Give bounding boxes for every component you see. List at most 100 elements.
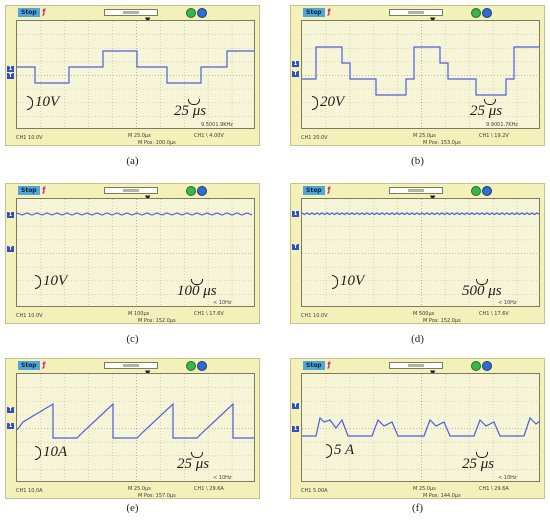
brace-icon <box>35 274 41 289</box>
panel-caption: (b) <box>411 155 424 167</box>
oscilloscope-screen: Stop ƒ ▼ 1 T 10V 100 μs < 10Hz CH1 10.0V… <box>5 183 260 324</box>
voltage-label: 5 A <box>334 442 355 458</box>
settings-icon <box>482 8 492 18</box>
horizontal-position: M Pos: 157.0μs <box>138 493 176 499</box>
oscilloscope-screen: Stop ƒ ▼ 1 T 10V 25 μs 9.5001.9KHz CH1 1… <box>5 5 260 146</box>
voltage-annotation: 5 A <box>326 442 354 459</box>
stop-badge: Stop <box>18 8 40 17</box>
settings-icon <box>197 186 207 196</box>
voltage-annotation: 20V <box>312 94 344 111</box>
run-state-icon: ƒ <box>327 8 331 16</box>
trigger-level-icon: T <box>292 403 299 409</box>
voltage-label: 10V <box>340 273 365 289</box>
brace-icon <box>326 443 332 458</box>
panel-caption: (c) <box>126 333 139 345</box>
frequency-readout: < 10Hz <box>498 300 517 306</box>
time-position-bar <box>104 9 158 16</box>
voltage-label: 10V <box>35 94 60 110</box>
channel-icon <box>186 361 196 371</box>
waveform-screen: 10V 25 μs 9.5001.9KHz <box>16 20 255 129</box>
channel-marker-icon: 1 <box>7 212 14 218</box>
timebase: M 100μs <box>128 311 150 317</box>
waveform-trace <box>17 212 253 216</box>
time-position-bar <box>104 187 158 194</box>
time-brace-icon <box>191 279 203 285</box>
brace-icon <box>332 274 338 289</box>
trigger-readout: CH1 \ 29.6A <box>194 486 224 492</box>
voltage-annotation: 10V <box>332 273 364 290</box>
settings-icon <box>482 361 492 371</box>
channel-scale: CH1 10.0A <box>16 488 43 494</box>
channel-scale: CH1 10.0V <box>16 313 43 319</box>
voltage-annotation: 10A <box>35 444 67 461</box>
waveform-screen: 10V 100 μs < 10Hz <box>16 198 255 307</box>
voltage-annotation: 10V <box>35 273 67 290</box>
waveform-screen: 10A 25 μs < 10Hz <box>16 373 255 482</box>
panel-c: Stop ƒ ▼ 1 T 10V 100 μs < 10Hz CH1 10.0V… <box>5 183 260 348</box>
panel-f: Stop ƒ ▼ 1 T 5 A 25 μs < 10Hz CH1 5.00A … <box>290 358 545 523</box>
waveform-screen: 10V 500 μs < 10Hz <box>301 198 540 307</box>
time-position-bar <box>389 362 443 369</box>
panel-a: Stop ƒ ▼ 1 T 10V 25 μs 9.5001.9KHz CH1 1… <box>5 5 260 170</box>
oscilloscope-screen: Stop ƒ ▼ 1 T 10A 25 μs < 10Hz CH1 10.0A … <box>5 358 260 499</box>
panel-b: Stop ƒ ▼ 1 T 20V 25 μs 9.9001.7KHz CH1 2… <box>290 5 545 170</box>
trigger-readout: CH1 \ 29.6A <box>479 486 509 492</box>
trigger-readout: CH1 \ 17.6V <box>479 311 509 317</box>
panel-caption: (e) <box>126 502 139 514</box>
waveform-plot <box>302 21 539 128</box>
oscilloscope-screen: Stop ƒ ▼ 1 T 10V 500 μs < 10Hz CH1 10.0V… <box>290 183 545 324</box>
time-position-bar <box>389 9 443 16</box>
trigger-level-icon: T <box>7 73 14 79</box>
voltage-label: 10A <box>43 444 68 460</box>
timebase: M 25.0μs <box>413 486 436 492</box>
trigger-readout: CH1 \ 4.00V <box>194 133 224 139</box>
panel-e: Stop ƒ ▼ 1 T 10A 25 μs < 10Hz CH1 10.0A … <box>5 358 260 523</box>
time-brace-icon <box>191 452 203 458</box>
brace-icon <box>27 95 33 110</box>
frequency-readout: 9.5001.9KHz <box>201 122 233 128</box>
grid <box>302 21 539 128</box>
time-brace-icon <box>476 452 488 458</box>
panel-caption: (d) <box>411 333 424 345</box>
waveform-screen: 5 A 25 μs < 10Hz <box>301 373 540 482</box>
timebase: M 25.0μs <box>128 133 151 139</box>
trigger-readout: CH1 \ 17.6V <box>194 311 224 317</box>
waveform-trace <box>302 46 539 96</box>
waveform-trace <box>17 50 254 84</box>
trigger-level-icon: T <box>292 244 299 250</box>
run-state-icon: ƒ <box>327 361 331 369</box>
channel-icon <box>186 186 196 196</box>
panel-caption: (f) <box>412 502 423 514</box>
channel-scale: CH1 5.00A <box>301 488 328 494</box>
settings-icon <box>197 361 207 371</box>
waveform-plot <box>302 199 539 306</box>
timebase: M 25.0μs <box>413 133 436 139</box>
stop-badge: Stop <box>303 361 325 370</box>
run-state-icon: ƒ <box>42 361 46 369</box>
timebase: M 500μs <box>413 311 435 317</box>
frequency-readout: < 10Hz <box>213 475 232 481</box>
channel-marker-icon: 1 <box>292 426 299 432</box>
horizontal-position: M Pos: 153.0μs <box>423 140 461 146</box>
voltage-label: 20V <box>320 94 345 110</box>
grid <box>302 374 539 481</box>
settings-icon <box>482 186 492 196</box>
time-brace-icon <box>188 99 200 105</box>
horizontal-position: M Pos: 152.0μs <box>138 318 176 324</box>
frequency-readout: 9.9001.7KHz <box>486 122 518 128</box>
time-annotation: 25 μs <box>174 99 206 120</box>
channel-scale: CH1 20.0V <box>301 135 328 141</box>
panel-d: Stop ƒ ▼ 1 T 10V 500 μs < 10Hz CH1 10.0V… <box>290 183 545 348</box>
waveform-screen: 20V 25 μs 9.9001.7KHz <box>301 20 540 129</box>
time-annotation: 25 μs <box>470 99 503 120</box>
stop-badge: Stop <box>18 186 40 195</box>
grid <box>17 21 254 128</box>
trigger-level-icon: T <box>7 407 14 413</box>
time-label: 25 μs <box>462 456 495 472</box>
time-label: 25 μs <box>177 456 210 472</box>
time-label: 25 μs <box>470 103 503 119</box>
grid <box>302 199 539 306</box>
waveform-plot <box>17 21 254 128</box>
time-label: 100 μs <box>177 283 217 299</box>
